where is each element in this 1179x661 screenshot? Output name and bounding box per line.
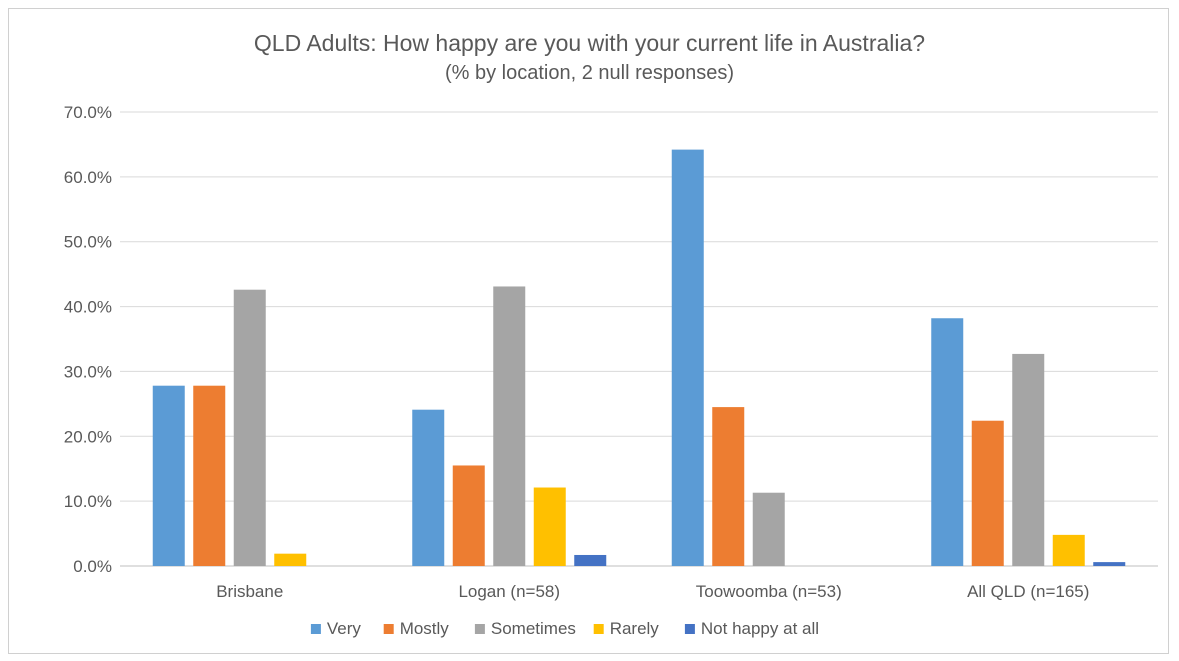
bar-rarely <box>1052 534 1085 566</box>
y-tick-label: 0.0% <box>73 557 112 576</box>
x-category-label: Brisbane <box>216 582 283 601</box>
x-category-label: Toowoomba (n=53) <box>696 582 842 601</box>
bar-sometimes <box>1012 353 1045 566</box>
bar-rarely <box>533 487 566 566</box>
legend-label: Mostly <box>400 619 450 638</box>
bar-very <box>412 409 445 566</box>
bar-not-happy-at-all <box>1093 562 1126 566</box>
legend-swatch <box>684 624 695 634</box>
x-category-label: All QLD (n=165) <box>967 582 1089 601</box>
bar-sometimes <box>493 286 526 566</box>
y-tick-label: 20.0% <box>64 427 112 446</box>
legend-label: Rarely <box>610 619 660 638</box>
y-tick-label: 40.0% <box>64 298 112 317</box>
y-tick-label: 30.0% <box>64 362 112 381</box>
bar-sometimes <box>233 289 266 566</box>
legend-swatch <box>310 624 321 634</box>
bar-very <box>152 385 185 566</box>
y-tick-label: 70.0% <box>64 103 112 122</box>
legend-swatch <box>593 624 604 634</box>
y-tick-label: 50.0% <box>64 233 112 252</box>
legend-label: Sometimes <box>491 619 576 638</box>
legend-swatch <box>474 624 485 634</box>
bar-not-happy-at-all <box>574 554 607 566</box>
legend-label: Very <box>327 619 362 638</box>
bar-mostly <box>712 407 745 566</box>
bar-very <box>671 149 704 567</box>
legend-label: Not happy at all <box>701 619 819 638</box>
bar-mostly <box>971 420 1004 566</box>
y-tick-label: 60.0% <box>64 168 112 187</box>
bar-very <box>931 318 964 566</box>
chart-title: QLD Adults: How happy are you with your … <box>253 30 926 56</box>
x-category-label: Logan (n=58) <box>458 582 560 601</box>
bar-sometimes <box>752 492 785 566</box>
bar-rarely <box>274 553 307 566</box>
y-tick-label: 10.0% <box>64 492 112 511</box>
bar-mostly <box>452 465 485 566</box>
chart-subtitle: (% by location, 2 null responses) <box>444 62 735 84</box>
bar-mostly <box>193 385 226 566</box>
legend-swatch <box>383 624 394 634</box>
